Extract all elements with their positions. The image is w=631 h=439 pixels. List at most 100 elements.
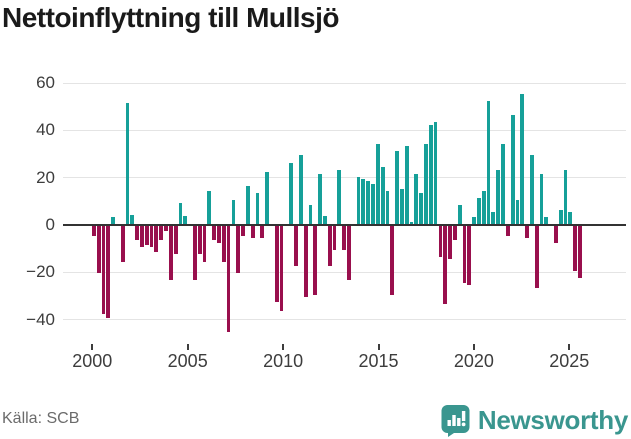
- bar-negative: [168, 226, 173, 281]
- y-axis-tick-label: 60: [36, 73, 55, 93]
- bar-positive: [366, 181, 371, 224]
- bar-negative: [260, 226, 265, 238]
- bar-negative: [578, 226, 582, 278]
- gridline: [63, 319, 626, 321]
- bar-negative: [342, 226, 347, 250]
- x-axis-tick: [377, 344, 380, 350]
- bar-negative: [120, 226, 125, 262]
- y-axis-tick-label: 40: [36, 120, 55, 140]
- bar-negative: [390, 226, 395, 295]
- bar-negative: [221, 226, 226, 262]
- bar-positive: [130, 214, 135, 224]
- bar-negative: [313, 226, 318, 295]
- bar-positive: [457, 205, 462, 224]
- bar-positive: [433, 122, 438, 224]
- bar-positive: [125, 103, 130, 224]
- x-axis-tick: [568, 344, 571, 350]
- bar-positive: [529, 155, 534, 224]
- bar-positive: [385, 190, 390, 224]
- bar-negative: [452, 226, 457, 241]
- bar-positive: [245, 186, 250, 224]
- bar-positive: [539, 174, 544, 224]
- x-axis-tick-label: 2000: [72, 351, 113, 371]
- bar-positive: [207, 190, 212, 224]
- bar-positive: [568, 212, 573, 224]
- x-axis-tick-label: 2005: [167, 351, 208, 371]
- bar-positive: [544, 216, 549, 224]
- x-axis-tick: [91, 344, 94, 350]
- bar-negative: [347, 226, 351, 281]
- bar-negative: [212, 226, 217, 241]
- bar-negative: [443, 226, 448, 304]
- bar-positive: [318, 174, 322, 224]
- bar-negative: [534, 226, 539, 288]
- zero-axis-line: [63, 224, 626, 226]
- y-axis-tick-label: 20: [36, 167, 55, 187]
- bar-positive: [399, 188, 404, 224]
- bar-positive: [409, 221, 414, 224]
- x-axis-tick: [282, 344, 285, 350]
- bar-positive: [515, 200, 520, 224]
- x-axis-tick: [472, 344, 475, 350]
- bar-positive: [428, 124, 433, 224]
- bar-positive: [322, 215, 327, 224]
- bar-negative: [332, 226, 337, 250]
- bar-negative: [96, 226, 101, 274]
- gridline: [63, 129, 626, 131]
- bar-positive: [520, 93, 525, 224]
- y-axis-tick-label: −20: [26, 262, 55, 282]
- gridline: [63, 177, 626, 179]
- bar-negative: [135, 226, 140, 241]
- source-label: Källa: SCB: [2, 410, 80, 427]
- brand-name: Newsworthy: [477, 404, 628, 435]
- bar-positive: [414, 174, 419, 224]
- bar-positive: [361, 179, 366, 224]
- bar-negative: [554, 226, 558, 243]
- bar-negative: [303, 226, 308, 297]
- bar-positive: [510, 115, 515, 224]
- bar-positive: [563, 169, 568, 224]
- bar-negative: [173, 226, 178, 255]
- bar-negative: [462, 226, 467, 283]
- gridline: [63, 82, 626, 84]
- bar-negative: [226, 226, 231, 333]
- bar-negative: [164, 226, 168, 231]
- bar-negative: [241, 226, 245, 236]
- brand-logo: Newsworthy: [440, 403, 628, 437]
- bar-negative: [505, 226, 510, 236]
- bar-negative: [274, 226, 279, 302]
- bar-positive: [424, 143, 428, 224]
- bar-negative: [91, 226, 96, 236]
- bar-negative: [294, 226, 298, 267]
- bar-positive: [298, 155, 303, 224]
- bar-negative: [202, 226, 207, 262]
- y-axis-tick-label: 0: [45, 215, 55, 234]
- bar-positive: [477, 198, 481, 224]
- bar-positive: [419, 193, 424, 224]
- bar-positive: [308, 205, 313, 224]
- bar-negative: [236, 226, 241, 274]
- bar-positive: [472, 216, 477, 224]
- bar-positive: [356, 176, 361, 224]
- chart-title: Nettoinflyttning till Mullsjö: [2, 2, 340, 33]
- bar-negative: [525, 226, 529, 238]
- x-axis-tick: [186, 344, 189, 350]
- bar-positive: [501, 143, 505, 224]
- newsworthy-badge-icon: [440, 403, 471, 437]
- bar-negative: [573, 226, 578, 271]
- bar-negative: [144, 226, 149, 245]
- gridline: [63, 271, 626, 273]
- bar-negative: [192, 226, 197, 281]
- bar-negative: [106, 226, 111, 319]
- bar-negative: [154, 226, 159, 252]
- y-axis-tick-label: −40: [26, 309, 55, 329]
- bar-negative: [101, 226, 106, 314]
- bar-negative: [279, 226, 284, 312]
- bar-negative: [197, 226, 202, 255]
- bar-positive: [255, 193, 260, 224]
- bar-positive: [491, 212, 496, 224]
- bar-negative: [140, 226, 144, 248]
- bar-negative: [438, 226, 443, 257]
- x-axis-tick-label: 2020: [453, 351, 494, 371]
